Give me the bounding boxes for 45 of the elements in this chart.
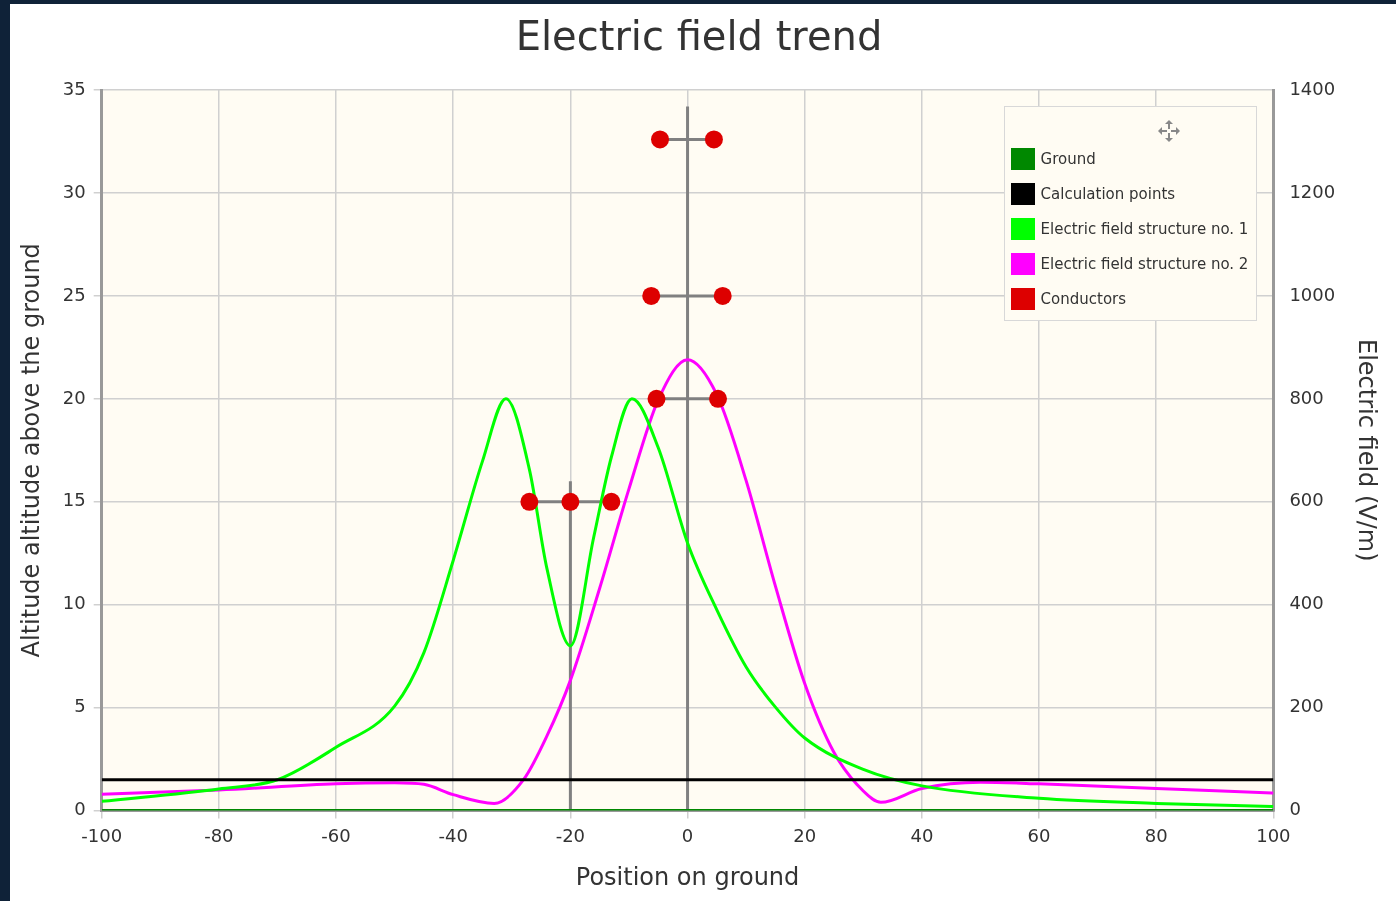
y2-tick-label: 0 [1289, 798, 1301, 820]
y-tick-label: 25 [62, 283, 86, 305]
y-tick-label: 35 [62, 77, 86, 99]
x-tick-label: -100 [81, 825, 123, 847]
y-tick-label: 10 [62, 592, 86, 614]
y-tick-label: 5 [74, 695, 86, 717]
point [520, 492, 539, 511]
x-tick-label: 40 [910, 825, 934, 847]
x-tick-label: -80 [204, 825, 234, 847]
y2-tick-label: 800 [1289, 386, 1324, 408]
point [704, 130, 723, 149]
y2-tick-label: 1200 [1289, 180, 1336, 202]
x-tick-label: 100 [1256, 825, 1291, 847]
y2-tick-label: 1000 [1289, 283, 1336, 305]
y-tick-label: 0 [74, 798, 86, 820]
y-tick-label: 20 [62, 386, 86, 408]
x-axis-title: Position on ground [575, 862, 800, 891]
y-tick-label: 15 [62, 489, 86, 511]
y2-tick-label: 600 [1289, 489, 1324, 511]
point [647, 389, 666, 408]
legend-label: Electric field structure no. 2 [1040, 254, 1249, 273]
x-tick-label: 0 [681, 825, 694, 847]
y-axis-title: Altitude altitude above the ground [16, 243, 45, 658]
legend-label: Calculation points [1040, 184, 1176, 203]
legend-label: Ground [1040, 149, 1096, 168]
point [642, 286, 661, 305]
point [651, 130, 670, 149]
x-tick-label: -60 [321, 825, 351, 847]
x-tick-label: -40 [438, 825, 468, 847]
point [709, 389, 728, 408]
legend-label: Conductors [1040, 289, 1127, 308]
point [713, 286, 732, 305]
point [602, 492, 621, 511]
point [561, 492, 580, 511]
x-tick-label: -20 [555, 825, 586, 847]
x-tick-label: 60 [1027, 825, 1051, 847]
y2-tick-label: 1400 [1289, 77, 1336, 99]
x-tick-label: 80 [1144, 825, 1168, 847]
y-tick-label: 30 [62, 180, 86, 202]
y2-tick-label: 200 [1289, 695, 1324, 717]
chart-title: Electric field trend [515, 13, 883, 60]
y2-tick-label: 400 [1289, 592, 1324, 614]
y2-axis-title: Electric field (V/m) [1353, 339, 1382, 562]
x-tick-label: 20 [793, 825, 817, 847]
legend-label: Electric field structure no. 1 [1040, 219, 1249, 238]
